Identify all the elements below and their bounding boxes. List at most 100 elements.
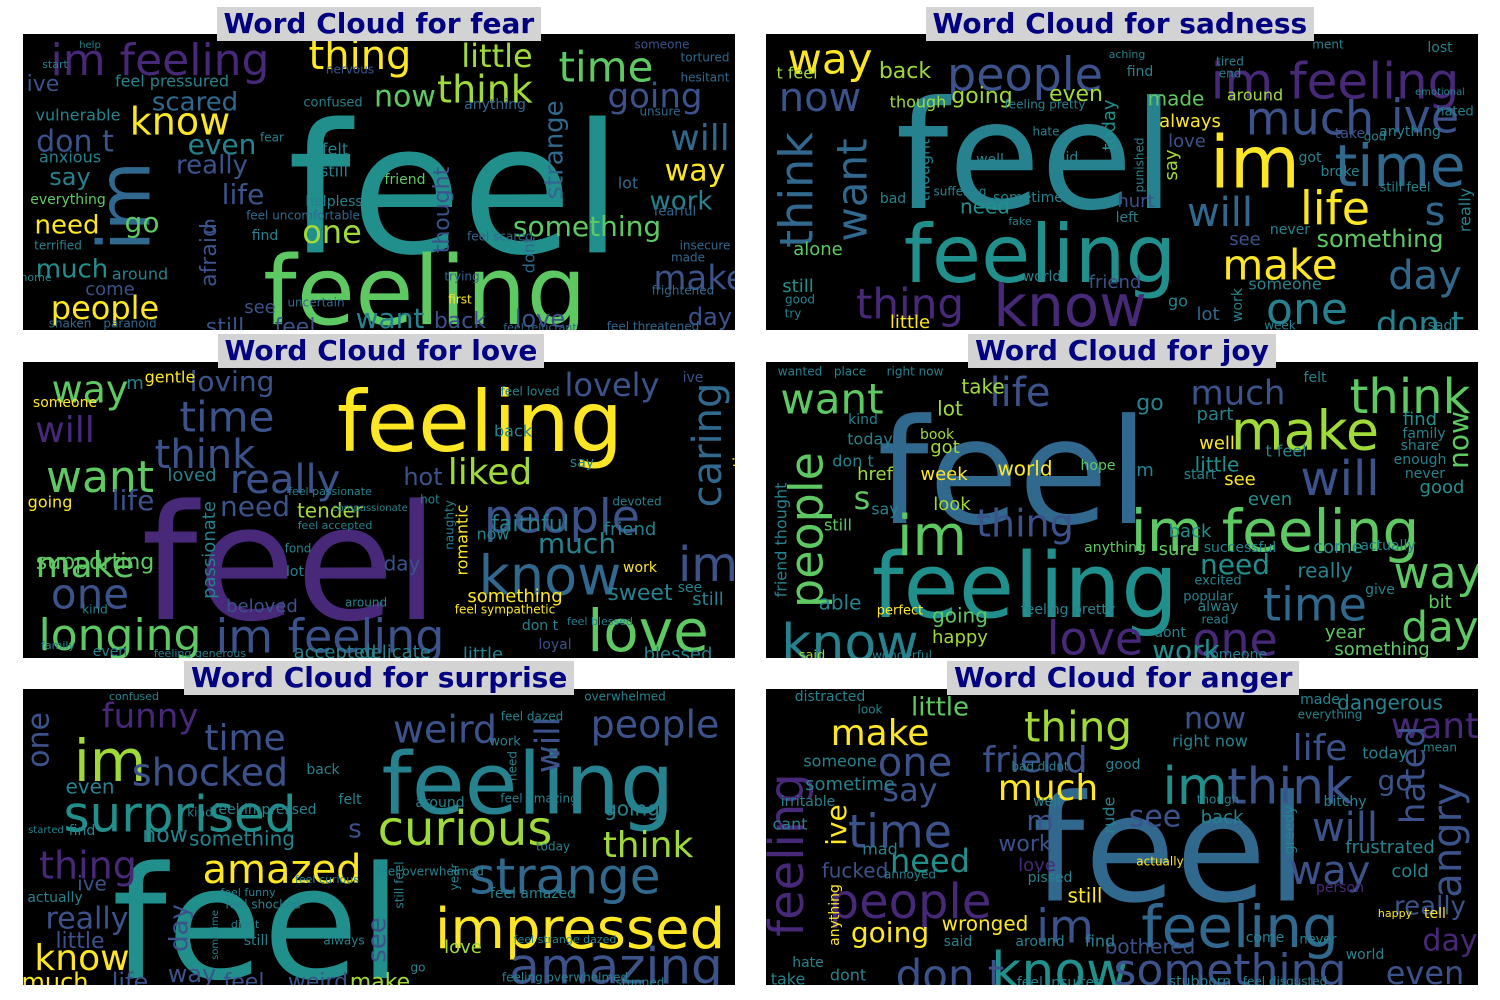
word-sadness-56: world	[1023, 269, 1062, 285]
word-love-65: say	[570, 455, 594, 471]
word-love-62: around	[345, 596, 387, 610]
word-surprise-27: make	[350, 970, 410, 985]
word-fear-51: fearful	[654, 205, 696, 220]
word-love-36: blessed	[644, 644, 713, 658]
word-joy-13: love	[1047, 612, 1143, 659]
word-joy-30: even	[1248, 489, 1292, 510]
word-love-63: ive	[683, 370, 704, 386]
word-anger-31: wronged	[942, 912, 1029, 936]
word-surprise-32: something	[189, 827, 295, 851]
word-surprise-29: s	[348, 815, 362, 845]
word-fear-16: way	[665, 154, 726, 189]
word-surprise-4: amazing	[509, 938, 723, 986]
word-sadness-29: love	[1168, 131, 1206, 152]
word-surprise-60: year	[448, 864, 462, 891]
word-anger-40: made	[1300, 692, 1340, 708]
panel-title-surprise: Word Cloud for surprise	[184, 661, 575, 695]
word-fear-64: unsure	[639, 105, 680, 119]
word-joy-32: bit	[1428, 592, 1451, 613]
word-fear-61: feel uncomfortable	[246, 209, 360, 223]
word-joy-41: look	[933, 494, 971, 515]
word-sadness-19: one	[1266, 284, 1348, 330]
word-anger-53: rude	[1100, 797, 1119, 834]
word-sadness-5: people	[947, 48, 1103, 102]
word-fear-11: know	[130, 100, 230, 144]
word-joy-63: family	[1402, 426, 1445, 442]
word-anger-66: person	[1316, 880, 1364, 896]
word-sadness-74: take	[1335, 126, 1365, 142]
word-surprise-26: weird	[288, 970, 348, 985]
word-surprise-33: going	[604, 797, 660, 821]
word-sadness-69: good	[785, 293, 815, 307]
word-fear-3: im feeling	[51, 35, 270, 86]
word-fear-39: feel pressured	[115, 72, 229, 91]
word-surprise-35: ive	[77, 872, 107, 896]
word-sadness-41: bad	[880, 191, 906, 207]
word-fear-58: shaken	[49, 317, 92, 331]
word-anger-74: tell	[1424, 906, 1446, 922]
word-love-33: accepted	[294, 642, 377, 658]
word-sadness-63: ment	[1312, 38, 1344, 52]
word-sadness-6: way	[788, 35, 873, 84]
word-surprise-44: confused	[109, 690, 159, 703]
word-surprise-22: life	[112, 968, 149, 985]
word-joy-15: thing	[976, 502, 1074, 546]
word-joy-73: actually	[1360, 538, 1415, 554]
word-anger-35: love	[1018, 855, 1056, 876]
word-joy-21: work	[1152, 634, 1221, 658]
word-surprise-14: thing	[39, 844, 137, 888]
word-fear-36: come	[85, 279, 135, 300]
word-sadness-11: think	[770, 132, 824, 248]
word-anger-27: day	[1422, 924, 1477, 959]
word-surprise-48: feel strange dazed	[514, 933, 617, 946]
word-fear-10: scared	[152, 88, 238, 118]
word-love-19: loving	[190, 365, 275, 398]
word-love-24: loved	[167, 465, 216, 486]
word-sadness-23: t feel	[776, 64, 817, 83]
word-love-12: one	[51, 570, 129, 619]
word-anger-4: im	[1162, 757, 1227, 817]
word-sadness-54: hate	[1032, 125, 1059, 139]
word-love-8: think	[155, 432, 257, 478]
word-sadness-12: want	[828, 138, 877, 241]
word-fear-5: little	[461, 37, 532, 75]
word-sadness-20: don t	[1376, 305, 1464, 331]
word-cloud-joy: feel feeling im feeling im make will think want…	[766, 362, 1478, 658]
word-love-10: liked	[448, 452, 533, 493]
word-anger-46: distracted	[795, 689, 866, 705]
word-sadness-34: still	[782, 276, 813, 297]
word-joy-72: t feel	[1265, 442, 1306, 461]
word-sadness-75: got	[1299, 150, 1322, 166]
word-fear-6: time	[559, 43, 654, 92]
word-sadness-46: anything	[1379, 124, 1441, 140]
word-fear-41: anxious	[39, 148, 101, 167]
word-sadness-58: thought	[915, 139, 934, 202]
word-love-26: faithful	[491, 512, 569, 537]
word-surprise-10: weird	[393, 708, 497, 752]
word-joy-56: excited	[1194, 574, 1241, 589]
word-joy-36: come	[1313, 537, 1363, 558]
word-sadness-8: much	[1246, 92, 1374, 146]
word-surprise-3: strange	[469, 848, 660, 906]
word-sadness-55: sometime	[993, 190, 1063, 206]
word-sadness-16: s	[1425, 189, 1446, 235]
word-anger-5: think	[1227, 758, 1353, 816]
word-sadness-10: time	[1334, 132, 1465, 200]
word-love-1: feeling	[337, 373, 623, 471]
word-sadness-32: though	[890, 93, 947, 112]
word-anger-68: irritable	[781, 794, 836, 810]
word-joy-79: right now	[887, 365, 944, 379]
word-fear-50: lot	[618, 174, 639, 193]
word-fear-28: make	[653, 259, 735, 299]
word-fear-22: one	[302, 213, 362, 251]
word-sadness-28: always	[1159, 111, 1221, 132]
panel-title-love: Word Cloud for love	[217, 334, 545, 368]
word-love-39: something	[467, 586, 562, 607]
word-love-59: feel sympathetic	[455, 603, 555, 617]
word-anger-76: mean	[1423, 741, 1457, 755]
word-fear-13: don t	[36, 125, 114, 160]
word-joy-16: much	[1191, 374, 1286, 414]
word-fear-70: ive	[27, 72, 60, 97]
word-love-64: back	[494, 422, 533, 441]
